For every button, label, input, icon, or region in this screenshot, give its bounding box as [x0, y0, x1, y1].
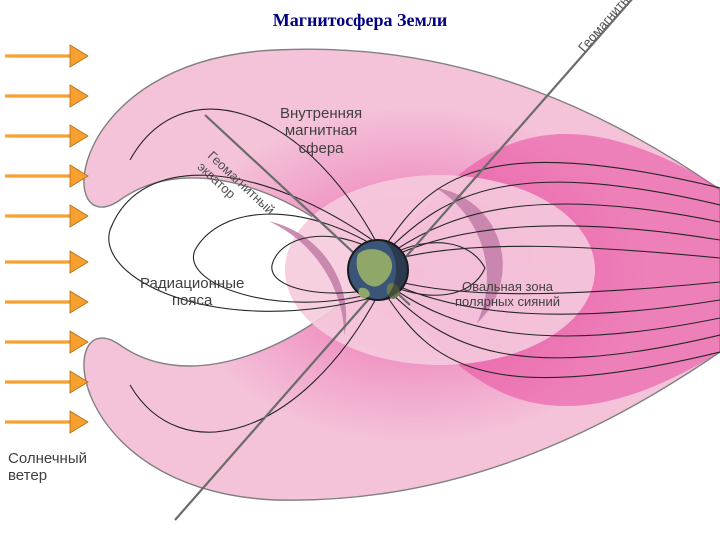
solar-wind-label: Солнечный ветер [8, 450, 87, 485]
radiation-belts-label: Радиационные пояса [140, 275, 244, 310]
aurora-oval-label: Овальная зона полярных сияний [455, 280, 560, 310]
inner-sphere-label: Внутренняя магнитная сфера [280, 105, 362, 157]
diagram-title: Магнитосфера Земли [273, 10, 447, 31]
solar-wind-arrows [5, 45, 88, 433]
earth [348, 240, 408, 300]
magnetosphere-diagram [0, 0, 720, 540]
